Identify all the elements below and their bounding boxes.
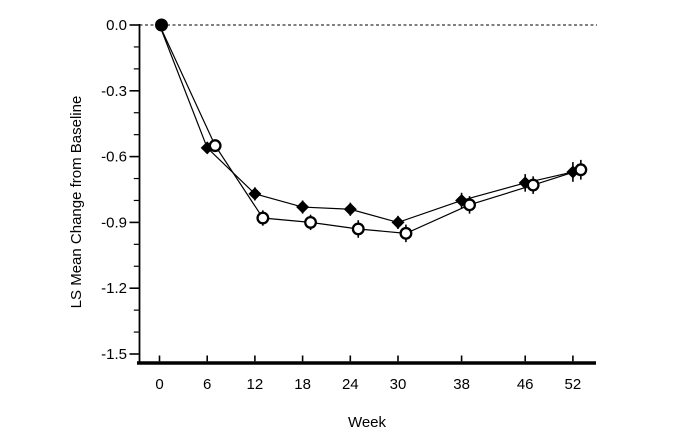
y-tick-label: -0.9 [101, 214, 127, 231]
diamond-marker [248, 187, 262, 201]
y-tick-label: -0.6 [101, 149, 127, 166]
circle-marker [574, 163, 588, 177]
diamond-marker [296, 200, 310, 214]
x-axis-title: Week [348, 414, 387, 431]
circle-marker [526, 178, 540, 192]
x-tick-label: 30 [390, 376, 407, 393]
series-line [158, 24, 574, 224]
x-tick-label: 6 [203, 376, 211, 393]
x-tick-label: 52 [565, 376, 582, 393]
y-tick-label: -1.5 [101, 346, 127, 363]
x-tick-label: 38 [453, 376, 470, 393]
diamond-marker [343, 202, 357, 216]
diamond-marker [391, 215, 405, 229]
y-tick-label: -0.3 [101, 83, 127, 100]
x-tick-label: 12 [247, 376, 264, 393]
series-open-circle [158, 24, 588, 243]
circle-marker [208, 139, 222, 153]
y-tick-label: 0.0 [106, 17, 127, 34]
series-filled-diamond [158, 24, 580, 229]
baseline-marker [155, 18, 168, 32]
x-tick-label: 18 [294, 376, 311, 393]
y-axis-title: LS Mean Change from Baseline [68, 96, 85, 309]
y-tick-label: -1.2 [101, 280, 127, 297]
x-tick-label: 0 [155, 376, 163, 393]
circle-marker [256, 211, 270, 225]
axes-layer: 0.0 -0.3 -0.6 -0.9 -1.2 -1.5 0 6 12 18 24 30 38 46 52 [101, 17, 596, 393]
circle-marker [399, 226, 413, 240]
series-line [158, 24, 582, 234]
x-tick-label: 46 [517, 376, 534, 393]
circle-marker [463, 198, 477, 212]
x-tick-label: 24 [342, 376, 359, 393]
data-series-layer [155, 18, 588, 243]
circle-marker [351, 222, 365, 236]
circle-marker [304, 215, 318, 229]
